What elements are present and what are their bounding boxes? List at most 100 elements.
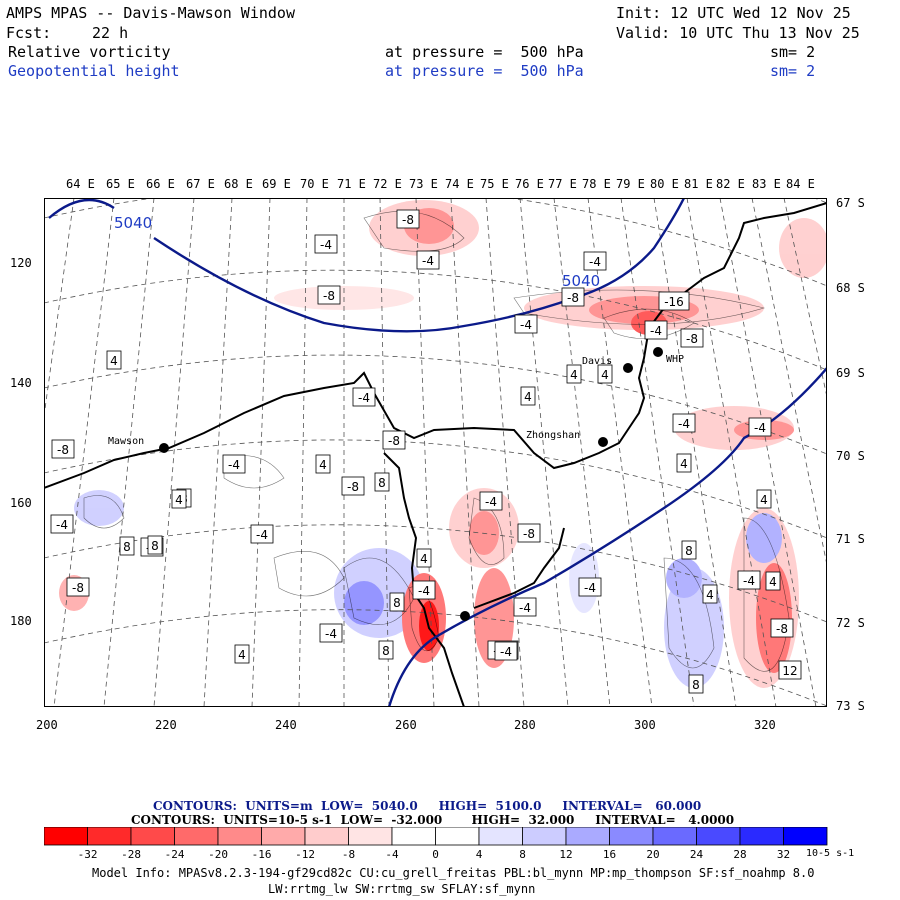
- colorbar-segment: [696, 827, 741, 846]
- colorbar-unit: 10-5 s-1: [806, 848, 855, 859]
- vorticity-label-box: [352, 387, 376, 407]
- vorticity-label-box: [494, 641, 518, 661]
- lon-label: 73 E: [409, 177, 438, 191]
- station-zhongshan-label: Zhongshan: [526, 430, 580, 441]
- vorticity-label: 4: [110, 354, 118, 368]
- x-tick-label: 320: [754, 718, 776, 732]
- vorticity-label-box: [517, 523, 541, 543]
- vorticity-label: -4: [422, 254, 434, 268]
- model-info-line1: Model Info: MPASv8.2.3-194-gf29cd82c CU:…: [92, 866, 815, 880]
- field1-name: Relative vorticity: [8, 43, 171, 61]
- lon-label: 76 E: [515, 177, 544, 191]
- vorticity-label-box: [66, 577, 90, 597]
- latlon-grid: [44, 198, 827, 707]
- height-contour-info: CONTOURS: UNITS=m LOW= 5040.0 HIGH= 5100…: [153, 799, 702, 813]
- vorticity-label: -4: [320, 238, 332, 252]
- vorticity-label-box: [561, 287, 585, 307]
- colorbar-tick-label: 12: [559, 848, 573, 861]
- vorticity-label-box: [680, 328, 704, 348]
- x-tick-label: 280: [514, 718, 536, 732]
- lon-label: 70 E: [300, 177, 329, 191]
- vorticity-label-box: [702, 584, 718, 604]
- colorbar-segment: [478, 827, 523, 846]
- vorticity-label: 4: [570, 368, 578, 382]
- colorbar-segment: [44, 827, 88, 846]
- station-zhongshan-marker: [598, 437, 608, 447]
- vorticity-label: 4: [769, 575, 777, 589]
- vorticity-label: -8: [567, 291, 579, 305]
- colorbar-segment: [391, 827, 436, 846]
- vorticity-label: 8: [393, 596, 401, 610]
- colorbar-tick-label: 32: [776, 848, 791, 861]
- colorbar-segment: [739, 827, 784, 846]
- colorbar-tick-label: 8: [519, 848, 526, 861]
- vorticity-label: -4: [519, 601, 531, 615]
- vorticity-label-box: [737, 570, 761, 590]
- station-davis-label: Davis: [582, 356, 612, 367]
- vorticity-labels: -8 -4 -4 -8 -4 -4 -8 -4 -16 -8 4 4 4 4 -4 -8 -4 -4 4 4 -4 -8 -…: [50, 209, 802, 694]
- vorticity-label: 8: [692, 678, 700, 692]
- vorticity-label-box: [234, 644, 250, 664]
- vorticity-label: -4: [520, 318, 532, 332]
- vorticity-label-box: [382, 430, 406, 450]
- vorticity-label-box: [644, 320, 668, 340]
- y-tick-label: 180: [10, 614, 32, 628]
- lat-label: 73 S: [836, 699, 865, 713]
- colorbar-segment: [348, 827, 393, 846]
- vorticity-label-box: [748, 417, 772, 437]
- fcst-value: 22 h: [92, 24, 129, 42]
- vorticity-label: -4: [650, 324, 662, 338]
- valid-time: Valid: 10 UTC Thu 13 Nov 25: [616, 24, 860, 42]
- lon-label: 65 E: [106, 177, 135, 191]
- vorticity-label-box: [672, 413, 696, 433]
- colorbar-tick-label: 4: [475, 848, 483, 861]
- vorticity-label: 4: [706, 588, 714, 602]
- vorticity-label: 8: [378, 476, 386, 490]
- vorticity-label: -8: [72, 581, 84, 595]
- vorticity-label: 4: [238, 648, 246, 662]
- vorticity-label-box: [520, 386, 536, 406]
- field1-level: at pressure = 500 hPa: [385, 43, 584, 61]
- y-tick-label: 120: [10, 256, 32, 270]
- lon-label: 66 E: [146, 177, 175, 191]
- fcst-label: Fcst:: [6, 24, 52, 42]
- x-tick-label: 200: [36, 718, 58, 732]
- vorticity-label-box: [479, 491, 503, 511]
- x-tick-label: 300: [634, 718, 656, 732]
- vorticity-label: -4: [56, 518, 68, 532]
- vorticity-label: -8: [57, 443, 69, 457]
- vorticity-label-box: [341, 476, 365, 496]
- lat-label: 69 S: [836, 366, 865, 380]
- vorticity-label: 8: [382, 644, 390, 658]
- vorticity-label-box: [583, 251, 607, 271]
- lat-label: 67 S: [836, 196, 865, 210]
- lon-label: 67 E: [186, 177, 215, 191]
- lon-label: 79 E: [616, 177, 645, 191]
- vorticity-label-box: [416, 548, 432, 568]
- colorbar-tick-label: -16: [251, 848, 272, 861]
- vorticity-label: -8: [686, 332, 698, 346]
- vorticity-label: 8: [685, 544, 693, 558]
- y-tick-label: 140: [10, 376, 32, 390]
- vorticity-label-box: [315, 454, 331, 474]
- vorticity-label-box: [566, 364, 582, 384]
- colorbar-tick-label: 20: [646, 848, 660, 861]
- vorticity-label-box: [378, 640, 394, 660]
- vorticity-label: 4: [680, 457, 688, 471]
- lat-label: 71 S: [836, 532, 865, 546]
- colorbar-tick-label: 28: [733, 848, 747, 861]
- vorticity-label: 4: [524, 390, 532, 404]
- coastline: [44, 202, 827, 707]
- top-lon-labels: 64 E 65 E 66 E 67 E 68 E 69 E 70 E 71 E …: [0, 175, 900, 193]
- vorticity-label: 8: [151, 539, 159, 553]
- vorticity-label: -16: [664, 295, 684, 309]
- field1-smoothing: sm= 2: [770, 43, 816, 61]
- vorticity-label: -4: [589, 255, 601, 269]
- vorticity-label: -4: [678, 417, 690, 431]
- vorticity-label: -8: [388, 434, 400, 448]
- lat-label: 70 S: [836, 449, 865, 463]
- colorbar-ticks: -32 -28 -24 -20 -16 -12 -8 -4 0 4 8 12 16 20 24 28 32: [44, 846, 834, 862]
- vorticity-label-box: [681, 540, 697, 560]
- vorticity-label: -8: [347, 480, 359, 494]
- lon-label: 74 E: [445, 177, 474, 191]
